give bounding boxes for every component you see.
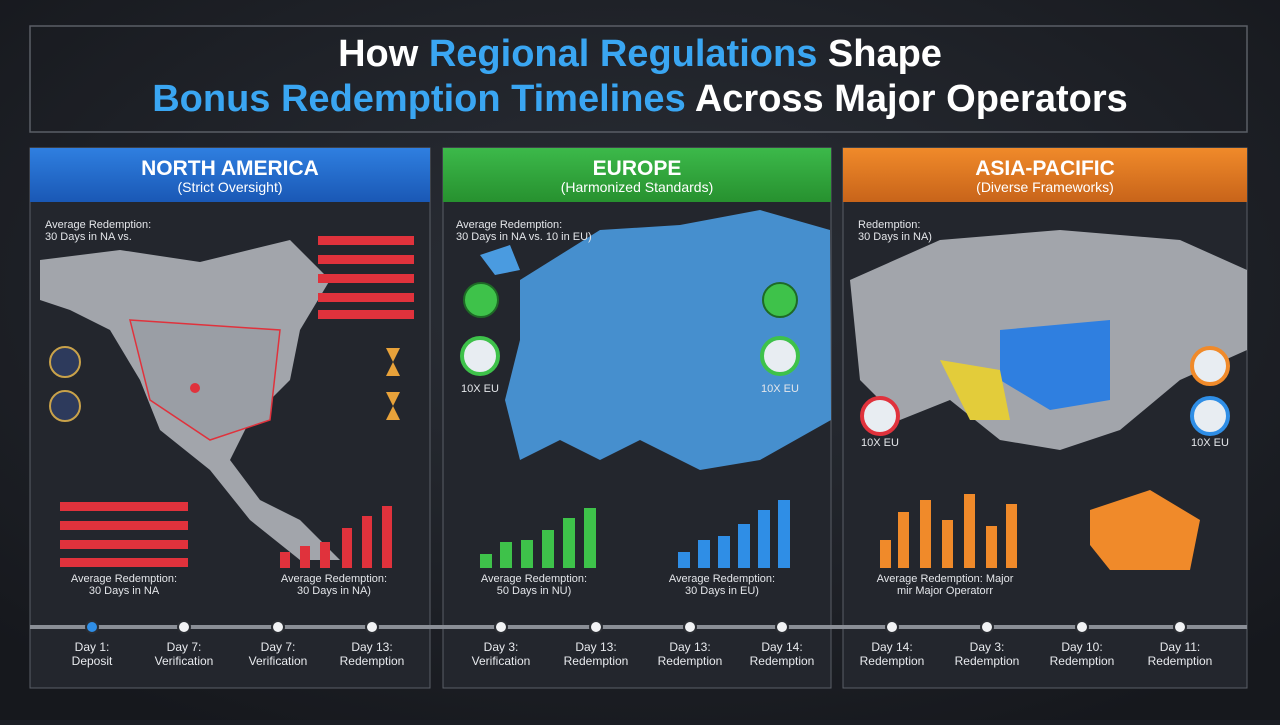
timeline-day: Day 13: [575, 640, 616, 654]
caption: Average Redemption: [669, 573, 775, 585]
timeline-dot [1173, 620, 1187, 634]
timeline-step: Redemption [1148, 654, 1213, 668]
panel-subtitle: (Diverse Frameworks) [976, 179, 1114, 195]
timeline-step: Redemption [658, 654, 723, 668]
timeline-step: Verification [249, 654, 308, 668]
timeline-day: Day 3: [484, 640, 519, 654]
timeline-step: Redemption [340, 654, 405, 668]
caption: 30 Days in NA vs. [45, 231, 132, 243]
panel-ap [842, 147, 1248, 689]
panel-subtitle: (Strict Oversight) [177, 179, 282, 195]
badge-label: 10X EU [461, 383, 499, 395]
panel-title: EUROPE [593, 157, 682, 180]
timeline-dot [683, 620, 697, 634]
caption: 30 Days in NA) [297, 585, 371, 597]
timeline-step: Redemption [564, 654, 629, 668]
timeline-day: Day 10: [1061, 640, 1102, 654]
caption: 30 Days in EU) [685, 585, 759, 597]
timeline-day: Day 13: [669, 640, 710, 654]
badge-label: 10X EU [761, 383, 799, 395]
caption: 30 Days in NA vs. 10 in EU) [456, 231, 592, 243]
panel-title: ASIA-PACIFIC [975, 157, 1115, 180]
timeline-dot [1075, 620, 1089, 634]
title-frame [29, 25, 1248, 133]
timeline-day: Day 7: [167, 640, 202, 654]
timeline-dot [85, 620, 99, 634]
timeline-day: Day 7: [261, 640, 296, 654]
title-line-1: How Regional Regulations Shape [338, 33, 942, 75]
timeline-day: Day 11: [1160, 640, 1200, 654]
caption: Average Redemption: [71, 573, 177, 585]
caption: 30 Days in NA [89, 585, 160, 597]
caption: Average Redemption: [45, 219, 151, 231]
title-line-2: Bonus Redemption Timelines Across Major … [152, 78, 1128, 120]
timeline-dot [980, 620, 994, 634]
timeline-step: Deposit [72, 654, 113, 668]
timeline-dot [589, 620, 603, 634]
panel-na [29, 147, 431, 689]
caption: Average Redemption: [281, 573, 387, 585]
timeline-step: Redemption [860, 654, 925, 668]
timeline-day: Day 13: [351, 640, 392, 654]
timeline-dot [775, 620, 789, 634]
timeline-step: Redemption [955, 654, 1020, 668]
timeline-step: Redemption [750, 654, 815, 668]
panel-title: NORTH AMERICA [141, 157, 319, 180]
timeline-day: Day 1: [75, 640, 110, 654]
timeline-step: Redemption [1050, 654, 1115, 668]
timeline-dot [365, 620, 379, 634]
caption: Redemption: [858, 219, 920, 231]
caption: Average Redemption: [481, 573, 587, 585]
timeline-day: Day 3: [970, 640, 1005, 654]
caption: Average Redemption: Major [877, 573, 1014, 585]
timeline-dot [494, 620, 508, 634]
timeline-dot [177, 620, 191, 634]
caption: 30 Days in NA) [858, 231, 932, 243]
badge-label: 10X EU [861, 437, 899, 449]
panel-eu [442, 147, 832, 689]
caption: Average Redemption: [456, 219, 562, 231]
timeline-dot [885, 620, 899, 634]
timeline-day: Day 14: [871, 640, 912, 654]
text-layer: NORTH AMERICA(Strict Oversight) Average R… [45, 157, 1229, 668]
timeline-step: Verification [472, 654, 531, 668]
timeline-day: Day 14: [761, 640, 802, 654]
timeline-dot [271, 620, 285, 634]
timeline-step: Verification [155, 654, 214, 668]
caption: 50 Days in NU) [497, 585, 572, 597]
panel-subtitle: (Harmonized Standards) [561, 179, 714, 195]
badge-label: 10X EU [1191, 437, 1229, 449]
caption: mir Major Operatorr [897, 585, 993, 597]
